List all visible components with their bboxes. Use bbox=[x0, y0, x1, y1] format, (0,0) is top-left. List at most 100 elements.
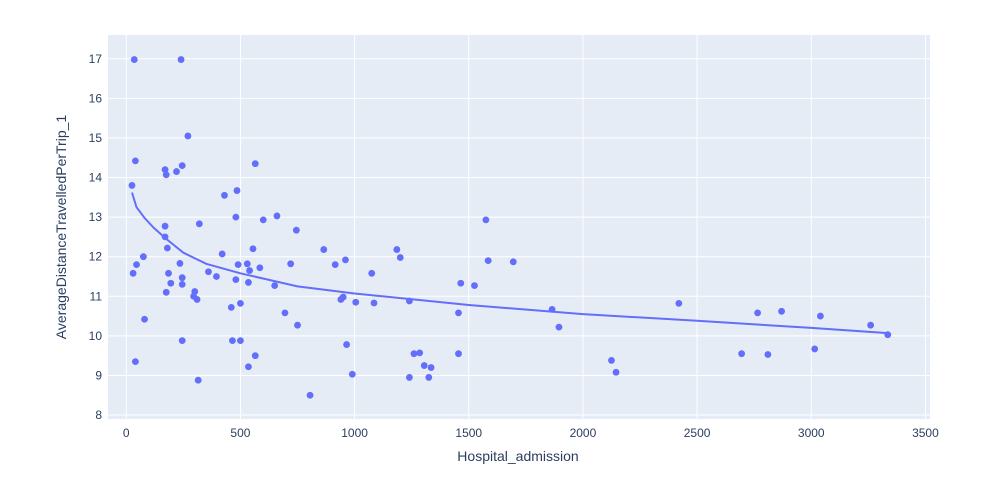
data-point bbox=[177, 56, 185, 63]
data-point bbox=[139, 253, 147, 261]
data-point bbox=[251, 352, 259, 360]
y-tick-label: 9 bbox=[95, 368, 102, 382]
data-point bbox=[245, 363, 252, 371]
data-point bbox=[259, 216, 267, 224]
data-point bbox=[237, 337, 244, 345]
data-point bbox=[178, 337, 186, 345]
data-point bbox=[229, 337, 236, 345]
x-tick-label: 1000 bbox=[341, 426, 368, 440]
data-point bbox=[484, 257, 492, 265]
data-point bbox=[352, 298, 360, 306]
data-point bbox=[162, 288, 170, 296]
data-point bbox=[410, 350, 418, 358]
y-tick-label: 16 bbox=[89, 91, 103, 105]
x-tick-label: 3500 bbox=[912, 426, 939, 440]
data-point bbox=[811, 345, 819, 353]
data-point bbox=[194, 376, 202, 384]
x-tick-label: 1500 bbox=[455, 426, 482, 440]
data-point bbox=[237, 300, 244, 307]
data-point bbox=[817, 312, 824, 320]
data-point bbox=[162, 171, 170, 179]
y-tick-labels: 8 9 10 11 12 13 14 15 16 17 bbox=[89, 52, 103, 422]
data-point bbox=[342, 256, 349, 264]
y-axis-title: AverageDistanceTravelledPerTrip_1 bbox=[53, 115, 69, 340]
data-point bbox=[867, 321, 875, 329]
data-point bbox=[457, 279, 465, 287]
data-point bbox=[213, 273, 220, 280]
x-tick-label: 2000 bbox=[570, 426, 597, 440]
data-point bbox=[141, 315, 148, 323]
data-point bbox=[331, 261, 339, 269]
data-point bbox=[218, 250, 226, 258]
data-point bbox=[256, 264, 264, 272]
data-point bbox=[393, 246, 401, 253]
data-point bbox=[608, 357, 615, 364]
data-point bbox=[178, 162, 186, 170]
data-point bbox=[246, 267, 253, 274]
y-tick-label: 8 bbox=[95, 408, 102, 422]
data-point bbox=[205, 268, 212, 276]
data-point bbox=[509, 258, 517, 266]
data-point bbox=[233, 187, 241, 194]
data-point bbox=[161, 222, 169, 230]
data-point bbox=[167, 279, 175, 287]
data-point bbox=[234, 261, 242, 269]
x-tick-labels: 0 500 1000 1500 2000 2500 3000 3500 bbox=[123, 426, 939, 440]
data-point bbox=[370, 299, 378, 307]
x-tick-label: 500 bbox=[230, 426, 250, 440]
data-point bbox=[555, 323, 563, 331]
data-point bbox=[193, 296, 201, 303]
data-point bbox=[294, 321, 301, 329]
data-point bbox=[406, 374, 413, 381]
data-point bbox=[884, 331, 892, 339]
data-point bbox=[132, 157, 139, 165]
y-tick-label: 12 bbox=[89, 250, 103, 264]
gridlines bbox=[108, 35, 930, 419]
data-point bbox=[178, 281, 186, 288]
data-point bbox=[612, 368, 620, 376]
data-point bbox=[368, 269, 376, 277]
y-tick-label: 17 bbox=[89, 52, 103, 66]
data-point bbox=[339, 293, 347, 301]
trend-line bbox=[131, 192, 888, 335]
data-point bbox=[249, 245, 257, 253]
data-point bbox=[176, 260, 184, 267]
y-tick-label: 13 bbox=[89, 210, 103, 224]
data-point bbox=[130, 56, 138, 63]
data-point bbox=[221, 191, 228, 199]
x-tick-label: 2500 bbox=[684, 426, 711, 440]
data-point bbox=[281, 309, 289, 317]
y-tick-label: 14 bbox=[89, 171, 103, 185]
y-tick-label: 10 bbox=[89, 329, 103, 343]
data-point bbox=[163, 244, 171, 252]
data-point bbox=[455, 350, 462, 358]
data-point bbox=[427, 364, 435, 371]
data-point bbox=[764, 351, 772, 358]
data-point bbox=[184, 132, 192, 140]
data-points bbox=[128, 56, 892, 399]
data-point bbox=[165, 269, 172, 277]
data-point bbox=[738, 350, 746, 358]
data-point bbox=[227, 303, 235, 311]
y-tick-label: 11 bbox=[90, 289, 103, 303]
data-point bbox=[396, 254, 404, 261]
data-point bbox=[420, 362, 428, 369]
data-point bbox=[406, 297, 413, 305]
data-point bbox=[287, 260, 295, 268]
data-point bbox=[128, 182, 136, 189]
data-point bbox=[320, 246, 328, 253]
data-point bbox=[245, 279, 252, 286]
data-point bbox=[243, 260, 251, 268]
data-point bbox=[161, 166, 169, 173]
data-point bbox=[232, 213, 240, 221]
data-point bbox=[273, 212, 281, 220]
y-tick-label: 15 bbox=[89, 131, 103, 145]
data-point bbox=[195, 220, 203, 228]
x-tick-label: 0 bbox=[123, 426, 130, 440]
data-point bbox=[471, 282, 478, 289]
data-point bbox=[178, 274, 186, 282]
data-point bbox=[173, 168, 180, 175]
data-point bbox=[548, 305, 556, 313]
